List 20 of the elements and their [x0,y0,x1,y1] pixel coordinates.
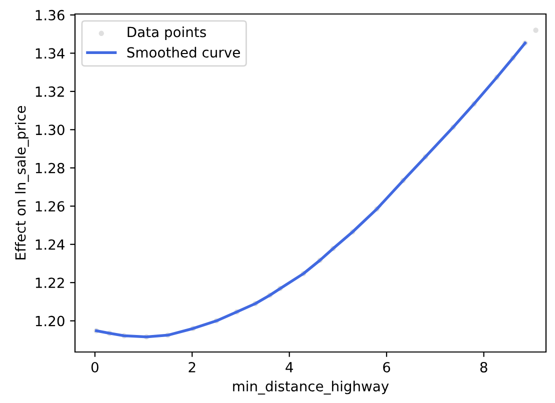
y-tick-label: 1.24 [36,239,64,250]
legend-label: Smoothed curve [127,46,240,58]
y-tick-label: 1.34 [36,48,64,59]
y-axis-title: Effect on ln_sale_price [14,106,29,260]
y-tick-label: 1.36 [36,10,64,20]
x-tick-label: 0 [91,362,98,372]
x-tick-label: 4 [286,362,293,372]
x-axis-title: min_distance_highway [233,380,389,395]
line-series [94,42,526,338]
x-tick-label: 2 [188,362,196,372]
y-tick-label: 1.20 [36,316,64,326]
point [533,28,538,33]
y-tick-label: 1.26 [36,201,64,212]
x-tick-label: 6 [383,362,390,372]
legend-label: Data points [128,26,206,40]
y-tick-label: 1.22 [36,278,64,288]
y-tick-label: 1.30 [36,124,64,136]
y-tick-label: 1.32 [36,86,64,97]
x-tick-label: 8 [480,362,488,372]
y-tick-label: 1.28 [36,162,64,174]
